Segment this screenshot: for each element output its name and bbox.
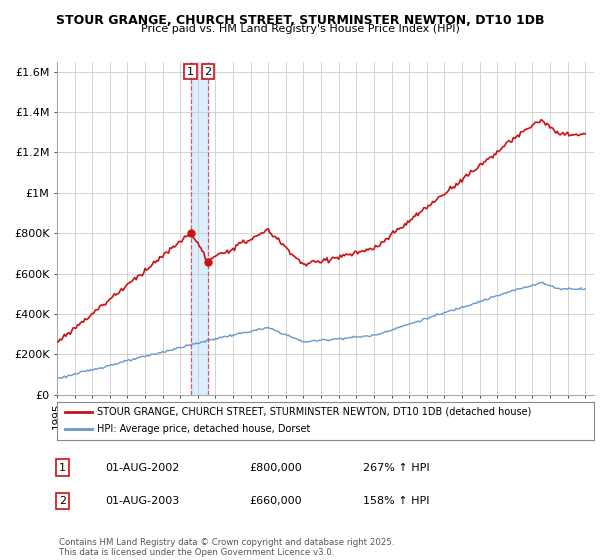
Text: STOUR GRANGE, CHURCH STREET, STURMINSTER NEWTON, DT10 1DB: STOUR GRANGE, CHURCH STREET, STURMINSTER… (56, 14, 544, 27)
Bar (191, 62, 208, 395)
Text: £800,000: £800,000 (249, 463, 302, 473)
Text: £660,000: £660,000 (249, 496, 302, 506)
Text: HPI: Average price, detached house, Dorset: HPI: Average price, detached house, Dors… (97, 424, 311, 435)
Text: 2: 2 (59, 496, 66, 506)
Text: 1: 1 (59, 463, 66, 473)
Text: Contains HM Land Registry data © Crown copyright and database right 2025.
This d: Contains HM Land Registry data © Crown c… (59, 538, 394, 557)
Text: 01-AUG-2003: 01-AUG-2003 (105, 496, 179, 506)
Text: STOUR GRANGE, CHURCH STREET, STURMINSTER NEWTON, DT10 1DB (detached house): STOUR GRANGE, CHURCH STREET, STURMINSTER… (97, 407, 532, 417)
Text: 2: 2 (205, 67, 212, 77)
Text: Price paid vs. HM Land Registry's House Price Index (HPI): Price paid vs. HM Land Registry's House … (140, 24, 460, 34)
Text: 1: 1 (187, 67, 194, 77)
Text: 01-AUG-2002: 01-AUG-2002 (105, 463, 179, 473)
Text: 267% ↑ HPI: 267% ↑ HPI (363, 463, 430, 473)
Text: 158% ↑ HPI: 158% ↑ HPI (363, 496, 430, 506)
